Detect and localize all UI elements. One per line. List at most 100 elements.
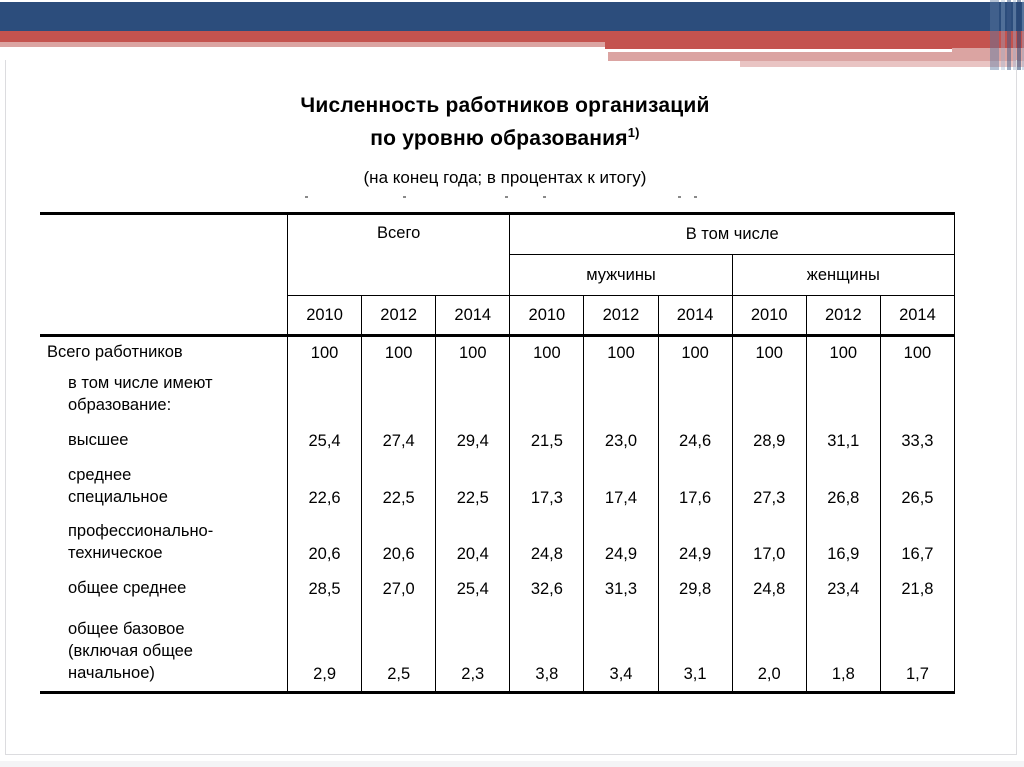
table-cell: 2,3 (435, 606, 509, 691)
banner-vertical-stripe (1022, 0, 1024, 70)
table-cell: 22,5 (435, 458, 509, 515)
table-cell (583, 370, 657, 423)
table-cell: 17,0 (731, 515, 806, 571)
year-header: 2010 (731, 296, 806, 337)
table-cell: 100 (583, 337, 657, 370)
banner-vertical-stripe (990, 0, 999, 70)
table-cell: 24,9 (583, 515, 657, 571)
table-cell: 16,7 (879, 515, 954, 571)
table-cell: 28,9 (731, 423, 806, 458)
table-cell: 2,5 (361, 606, 435, 691)
row-label: в том числе имеют образование: (68, 374, 213, 414)
table-cell (805, 370, 880, 423)
table-cell: 22,5 (361, 458, 435, 515)
table-cell: 1,8 (805, 606, 880, 691)
col-group-men: мужчины (509, 255, 732, 296)
table-cell: 27,4 (361, 423, 435, 458)
row-label: общее базовое (включая общее начальное) (68, 620, 193, 682)
table-cell (657, 370, 732, 423)
table-cell: 3,4 (583, 606, 657, 691)
table-cell: 24,8 (509, 515, 583, 571)
table-cell: 25,4 (435, 571, 509, 606)
title-block: Численность работников организаций по ур… (60, 92, 950, 188)
table-cell: 28,5 (287, 571, 361, 606)
text-artifact-dot (678, 196, 681, 198)
table-cell: 3,1 (657, 606, 732, 691)
table-cell: 22,6 (287, 458, 361, 515)
footnote-marker: 1) (627, 125, 640, 140)
banner-vertical-stripe (1013, 0, 1016, 70)
table-cell: 23,4 (805, 571, 880, 606)
year-header: 2010 (509, 296, 584, 337)
banner-pink-left (0, 42, 605, 47)
table-cell: 20,4 (435, 515, 509, 571)
year-header: 2014 (435, 296, 510, 337)
table-cell: 100 (657, 337, 732, 370)
slide-bottom-strip (0, 761, 1024, 767)
slide-subtitle: (на конец года; в процентах к итогу) (363, 168, 647, 187)
table-cell: 26,5 (879, 458, 954, 515)
table-cell: 32,6 (509, 571, 583, 606)
slide-title-line2: по уровню образования1) (60, 119, 950, 152)
table-cell: 26,8 (805, 458, 880, 515)
year-header: 2010 (287, 296, 362, 337)
table-cell: 100 (879, 337, 954, 370)
year-header: 2014 (657, 296, 732, 337)
row-label: Всего работников (47, 343, 183, 361)
table-cell: 27,3 (731, 458, 806, 515)
banner-navy-bar (0, 2, 1024, 31)
table-cell: 20,6 (287, 515, 361, 571)
table-cell: 3,8 (509, 606, 583, 691)
slide-title-line2-text: по уровню образования (370, 127, 628, 150)
table-cell: 100 (805, 337, 880, 370)
row-label: профессионально- техническое (68, 522, 214, 562)
year-header: 2012 (805, 296, 880, 337)
year-header: 2012 (361, 296, 436, 337)
banner-pink-mid (608, 52, 1024, 61)
row-label: высшее (68, 431, 129, 449)
banner-red-step (605, 42, 1024, 49)
row-label: общее среднее (68, 579, 187, 597)
table-cell: 24,6 (657, 423, 732, 458)
banner-vertical-stripe (1007, 0, 1011, 70)
year-header: 2014 (879, 296, 954, 337)
col-group-women: женщины (731, 255, 954, 296)
table-cell: 17,3 (509, 458, 583, 515)
table-cell: 17,6 (657, 458, 732, 515)
table-cell (731, 370, 806, 423)
table-cell: 25,4 (287, 423, 361, 458)
table-cell: 1,7 (879, 606, 954, 691)
banner-vertical-stripe (1001, 0, 1005, 70)
table-cell: 100 (731, 337, 806, 370)
table-cell: 100 (287, 337, 361, 370)
table-cell: 100 (509, 337, 583, 370)
table-cell: 20,6 (361, 515, 435, 571)
slide-frame-bottom (5, 754, 1017, 755)
table-cell: 27,0 (361, 571, 435, 606)
text-artifact-dot (694, 196, 697, 198)
table-cell: 2,0 (731, 606, 806, 691)
education-table: Всего В том числе мужчины женщины 2010 2… (40, 212, 955, 694)
table-cell: 21,8 (879, 571, 954, 606)
table-cell: 31,1 (805, 423, 880, 458)
table-cell: 33,3 (879, 423, 954, 458)
slide-title-line1: Численность работников организаций (300, 94, 710, 117)
table-cell: 17,4 (583, 458, 657, 515)
table-cell: 16,9 (805, 515, 880, 571)
table-cell: 24,9 (657, 515, 732, 571)
text-artifact-dot (505, 196, 508, 198)
banner-pink-right-fill (952, 48, 1024, 53)
table-cell: 24,8 (731, 571, 806, 606)
table-cell (435, 370, 509, 423)
table-cell (287, 370, 361, 423)
text-artifact-dot (305, 196, 308, 198)
table-cell: 100 (435, 337, 509, 370)
banner-vertical-stripe (1017, 0, 1021, 70)
banner-red-bar (0, 31, 1024, 42)
table-cell (879, 370, 954, 423)
table-cell: 23,0 (583, 423, 657, 458)
year-header: 2012 (583, 296, 658, 337)
table-cell: 31,3 (583, 571, 657, 606)
slide-frame-left (5, 60, 6, 755)
